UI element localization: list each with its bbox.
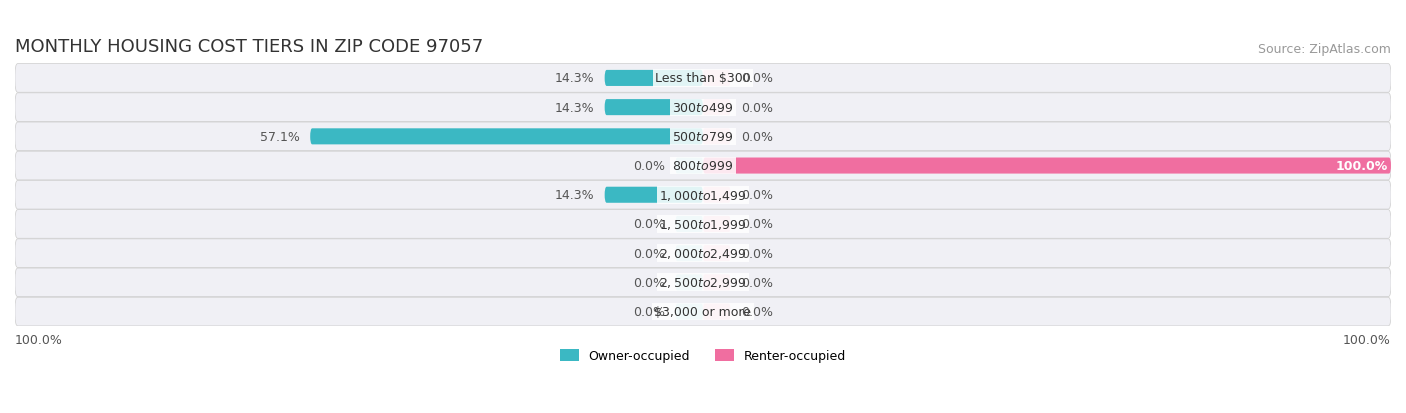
Text: 0.0%: 0.0% xyxy=(741,131,773,143)
Text: $800 to $999: $800 to $999 xyxy=(672,160,734,173)
Text: Less than $300: Less than $300 xyxy=(655,72,751,85)
Text: 14.3%: 14.3% xyxy=(555,101,595,114)
FancyBboxPatch shape xyxy=(605,187,703,203)
FancyBboxPatch shape xyxy=(311,129,703,145)
Text: $1,000 to $1,499: $1,000 to $1,499 xyxy=(659,188,747,202)
FancyBboxPatch shape xyxy=(703,304,731,320)
FancyBboxPatch shape xyxy=(675,216,703,233)
FancyBboxPatch shape xyxy=(15,152,1391,180)
Text: 0.0%: 0.0% xyxy=(633,160,665,173)
Text: 0.0%: 0.0% xyxy=(741,101,773,114)
Text: 0.0%: 0.0% xyxy=(633,305,665,318)
FancyBboxPatch shape xyxy=(15,210,1391,239)
Text: 0.0%: 0.0% xyxy=(741,218,773,231)
Text: $300 to $499: $300 to $499 xyxy=(672,101,734,114)
FancyBboxPatch shape xyxy=(703,158,1391,174)
Text: Source: ZipAtlas.com: Source: ZipAtlas.com xyxy=(1258,43,1391,55)
Text: $500 to $799: $500 to $799 xyxy=(672,131,734,143)
Text: 100.0%: 100.0% xyxy=(1336,160,1388,173)
FancyBboxPatch shape xyxy=(15,297,1391,326)
FancyBboxPatch shape xyxy=(15,64,1391,93)
FancyBboxPatch shape xyxy=(675,304,703,320)
Text: 0.0%: 0.0% xyxy=(741,189,773,202)
Text: 57.1%: 57.1% xyxy=(260,131,299,143)
Text: 0.0%: 0.0% xyxy=(633,218,665,231)
Text: 14.3%: 14.3% xyxy=(555,189,595,202)
Text: $3,000 or more: $3,000 or more xyxy=(655,305,751,318)
FancyBboxPatch shape xyxy=(15,239,1391,268)
FancyBboxPatch shape xyxy=(703,71,731,87)
Text: 0.0%: 0.0% xyxy=(741,276,773,289)
Text: 0.0%: 0.0% xyxy=(633,276,665,289)
FancyBboxPatch shape xyxy=(703,187,731,203)
FancyBboxPatch shape xyxy=(703,129,731,145)
FancyBboxPatch shape xyxy=(675,275,703,291)
FancyBboxPatch shape xyxy=(675,158,703,174)
FancyBboxPatch shape xyxy=(703,100,731,116)
FancyBboxPatch shape xyxy=(15,123,1391,151)
Text: 0.0%: 0.0% xyxy=(741,247,773,260)
Text: 0.0%: 0.0% xyxy=(741,72,773,85)
FancyBboxPatch shape xyxy=(703,275,731,291)
Text: 0.0%: 0.0% xyxy=(741,305,773,318)
FancyBboxPatch shape xyxy=(703,246,731,261)
FancyBboxPatch shape xyxy=(15,268,1391,297)
Text: $2,500 to $2,999: $2,500 to $2,999 xyxy=(659,276,747,290)
FancyBboxPatch shape xyxy=(675,246,703,261)
FancyBboxPatch shape xyxy=(703,216,731,233)
Text: $2,000 to $2,499: $2,000 to $2,499 xyxy=(659,247,747,261)
Text: MONTHLY HOUSING COST TIERS IN ZIP CODE 97057: MONTHLY HOUSING COST TIERS IN ZIP CODE 9… xyxy=(15,38,484,55)
Text: 0.0%: 0.0% xyxy=(633,247,665,260)
FancyBboxPatch shape xyxy=(605,71,703,87)
FancyBboxPatch shape xyxy=(15,94,1391,122)
Text: 100.0%: 100.0% xyxy=(15,334,63,347)
FancyBboxPatch shape xyxy=(15,181,1391,209)
FancyBboxPatch shape xyxy=(605,100,703,116)
Legend: Owner-occupied, Renter-occupied: Owner-occupied, Renter-occupied xyxy=(555,344,851,367)
Text: 100.0%: 100.0% xyxy=(1343,334,1391,347)
Text: 14.3%: 14.3% xyxy=(555,72,595,85)
Text: $1,500 to $1,999: $1,500 to $1,999 xyxy=(659,217,747,231)
